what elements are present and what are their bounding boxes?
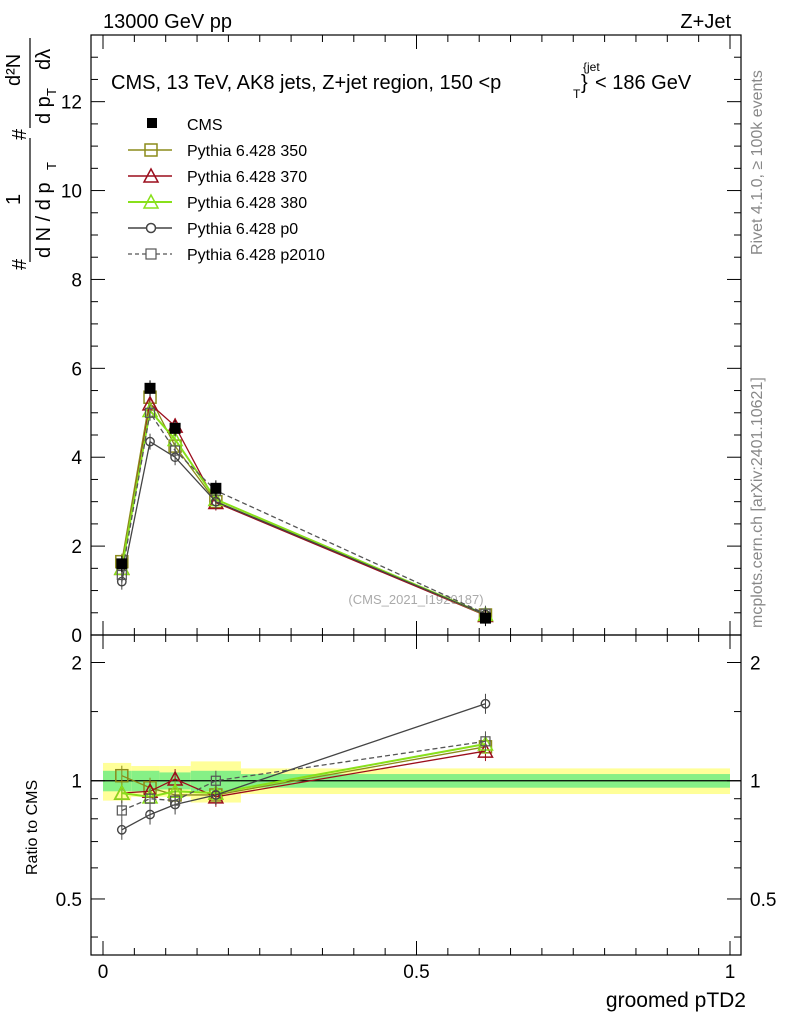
main-point-cms-0 [116,558,128,570]
ratio-point-pythia-6-428-p2010-0 [116,805,127,816]
main-ytick-label-2: 2 [71,537,82,558]
main-ytick-label-6: 6 [71,359,82,380]
ratio-point-pythia-6-428-p2010-4 [480,736,491,747]
y-label-hash-2: # [9,128,31,140]
main-panel: 0 2 4 6 8 10 12 [61,34,742,647]
legend-marker-cms [147,118,157,128]
y-label-one: 1 [3,194,25,205]
legend-entry-cms: CMS [147,117,223,134]
legend-entry-p370: Pythia 6.428 370 [128,167,307,186]
legend-entry-p350: Pythia 6.428 350 [128,143,307,160]
y-label-d2n: d²N [3,54,25,86]
ratio-point-pythia-6-428-p0-3 [210,790,221,800]
analysis-watermark: (CMS_2021_I1920187) [348,592,483,607]
main-ytick-label-10: 10 [61,182,82,203]
mcplots-label: mcplots.cern.ch [arXiv:2401.10621] [749,377,766,628]
main-series-cms [116,380,491,627]
main-point-cms-1 [144,382,156,394]
ratio-point-pythia-6-428-p2010-1 [144,793,156,804]
chart-title-jet-sup: {jet [583,60,600,74]
header-left: 13000 GeV pp [103,11,232,33]
rivet-version-label: Rivet 4.1.0, ≥ 100k events [749,70,766,255]
legend: CMS Pythia 6.428 350 Pythia 6.428 370 Py… [128,117,325,264]
ratio-point-pythia-6-428-350-0 [115,768,129,783]
main-ytick-label-4: 4 [71,448,82,469]
header-right: Z+Jet [680,11,731,33]
legend-label-cms: CMS [187,117,223,134]
main-ytick-label-12: 12 [61,93,82,114]
ratio-ytick-label-right-1: 1 [750,772,761,793]
legend-label-p2010: Pythia 6.428 p2010 [187,247,325,264]
ratio-ytick-label-left-0.5: 0.5 [56,890,82,911]
legend-label-p370: Pythia 6.428 370 [187,169,307,186]
main-point-pythia-6-428-p0-1 [145,436,155,447]
y-label-dn-dpt: d N / d p [33,182,55,258]
main-point-pythia-6-428-p2010-1 [144,407,156,418]
ratio-point-pythia-6-428-380-0 [113,784,131,800]
x-tick-label-0_5: 0.5 [403,962,429,983]
y-label-t-sub-2: T [44,88,59,96]
x-tick-label-0: 0 [98,962,109,983]
main-point-cms-3 [210,482,222,494]
legend-marker-p370 [142,167,160,183]
y-label-t-sub-1: T [44,162,59,170]
ratio-ytick-label-left-1: 1 [71,772,82,793]
ratio-line-pythia-6-428-p2010 [121,740,486,812]
main-series-pythia-6-428-380 [113,401,494,623]
main-line-pythia-6-428-p0 [121,440,486,616]
legend-entry-p0: Pythia 6.428 p0 [128,221,298,238]
ratio-point-pythia-6-428-p0-4 [480,698,491,709]
ratio-point-pythia-6-428-p0-1 [145,809,155,820]
chart-title: CMS, 13 TeV, AK8 jets, Z+jet region, 150… [111,60,692,101]
legend-label-p350: Pythia 6.428 350 [187,143,307,160]
main-ytick-label-8: 8 [71,270,82,291]
chart-title-brace: } [581,72,588,94]
legend-label-p0: Pythia 6.428 p0 [187,221,298,238]
legend-label-p380: Pythia 6.428 380 [187,195,307,212]
main-point-pythia-6-428-p2010-2 [170,445,181,456]
ratio-ytick-label-right-0.5: 0.5 [750,890,776,911]
ratio-panel: 0 0.5 1 0.5 0.5 1 1 2 2 [56,634,776,983]
ratio-point-pythia-6-428-p2010-2 [170,795,181,806]
ratio-series-pythia-6-428-p2010 [116,731,491,821]
main-y-axis-label: # 1 d N / d p T # d²N d p T dλ [3,38,59,270]
legend-marker-p350 [144,143,158,157]
ratio-ytick-label-right-2: 2 [750,654,761,675]
chart-title-tail: < 186 GeV [595,72,692,94]
legend-marker-p2010 [145,248,157,260]
main-line-pythia-6-428-380 [120,408,486,616]
y-label-hash-1: # [9,258,31,270]
x-tick-label-1: 1 [725,962,736,983]
ratio-point-pythia-6-428-p0-0 [116,824,127,835]
ratio-ytick-label-left-2: 2 [71,654,82,675]
main-point-cms-4 [479,612,491,624]
legend-entry-p380: Pythia 6.428 380 [128,193,307,212]
y-label-dlambda: dλ [33,49,55,70]
chart-title-text: CMS, 13 TeV, AK8 jets, Z+jet region, 150… [111,72,501,94]
y-label-dpt-dl: d p [33,96,55,124]
legend-marker-p380 [142,193,160,209]
legend-entry-p2010: Pythia 6.428 p2010 [128,247,325,264]
ratio-point-pythia-6-428-p2010-3 [210,775,221,786]
legend-marker-p0 [145,222,157,234]
ratio-y-axis-label: Ratio to CMS [24,780,41,875]
x-axis-label: groomed pTD2 [606,989,746,1012]
chart-title-t-sub: T [573,87,581,101]
main-ytick-label-0: 0 [71,626,82,647]
main-point-cms-2 [169,422,181,434]
